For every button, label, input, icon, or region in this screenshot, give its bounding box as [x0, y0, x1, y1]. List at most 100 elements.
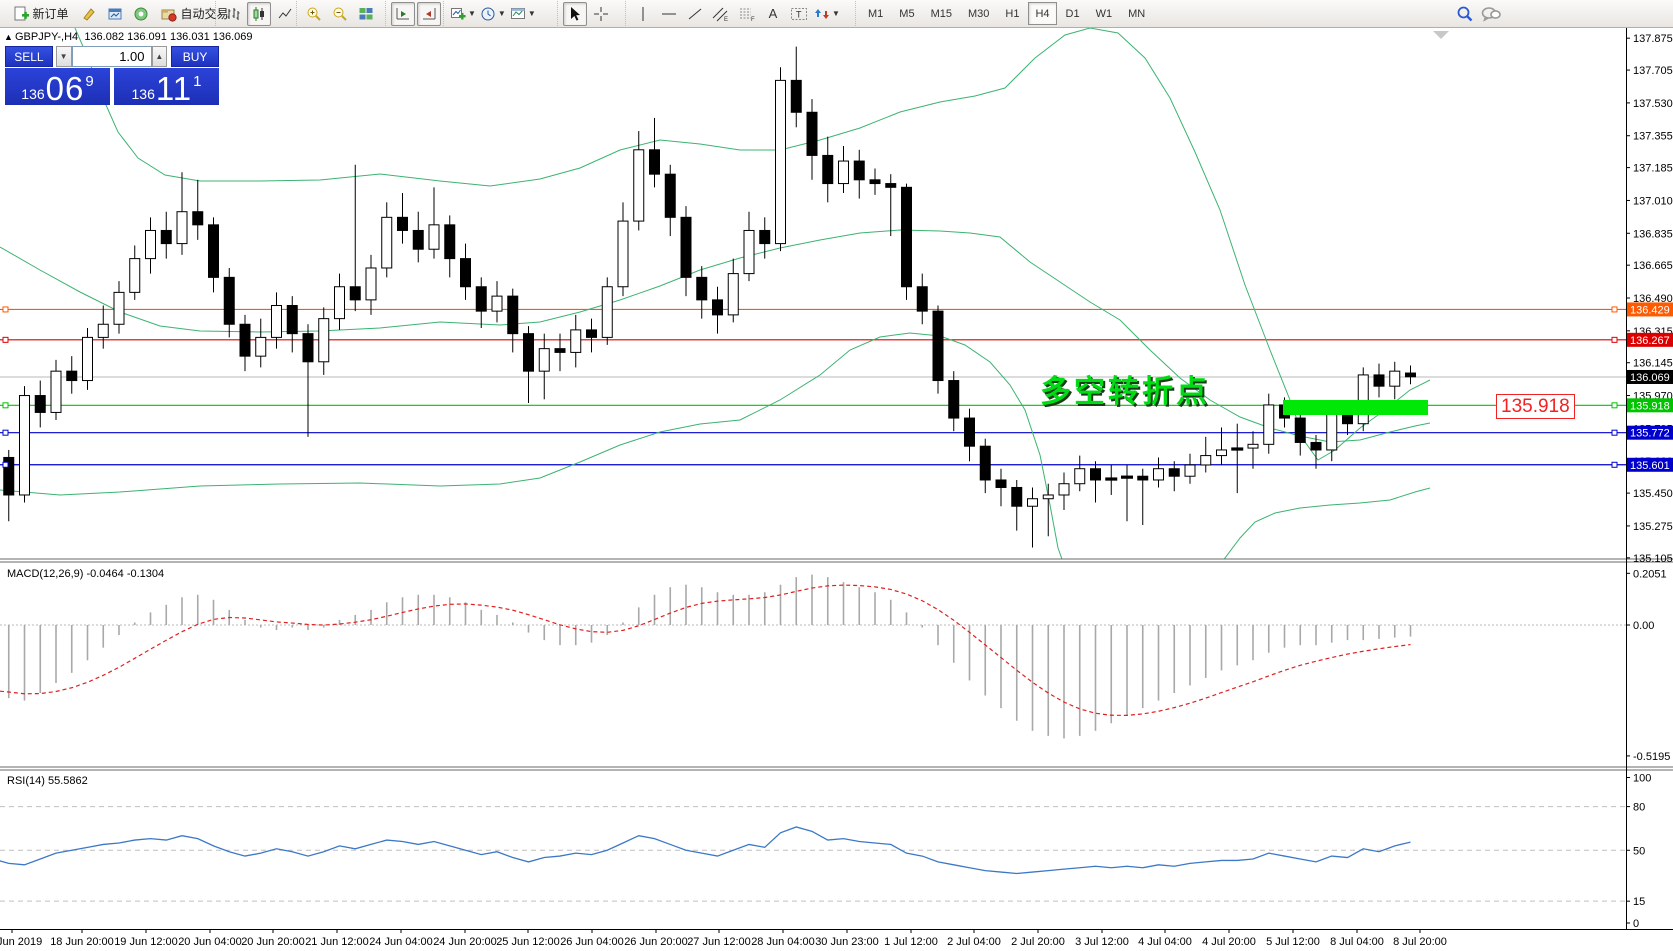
- autotrading-icon: [161, 6, 178, 22]
- sell-price-main: 06: [45, 70, 85, 107]
- indicators-add-icon: [450, 6, 466, 22]
- zoom-in-button[interactable]: [302, 2, 326, 26]
- timeframe-button-d1[interactable]: D1: [1065, 7, 1080, 20]
- new-chart-button[interactable]: [103, 2, 127, 26]
- text-tool-button[interactable]: A: [761, 2, 785, 26]
- tile-windows-button[interactable]: [354, 2, 378, 26]
- rsi-scale-label: 15: [1633, 896, 1645, 908]
- templates-dropdown-arrow[interactable]: ▼: [527, 9, 536, 18]
- line-endpoint-marker[interactable]: [1611, 429, 1618, 436]
- line-endpoint-marker[interactable]: [1611, 336, 1618, 343]
- indicators-dropdown-arrow[interactable]: ▼: [468, 9, 476, 18]
- horizontal-line-tool-button[interactable]: [657, 2, 681, 26]
- trendline-icon: [687, 6, 703, 22]
- periods-button[interactable]: ▼: [479, 2, 507, 26]
- new-order-icon: [13, 6, 30, 22]
- candle-bear: [1310, 441, 1322, 451]
- autotrading-label: 自动交易: [180, 7, 229, 21]
- trendline-tool-button[interactable]: [683, 2, 707, 26]
- symbol-title: GBPJPY-,H4 136.082 136.091 136.031 136.0…: [15, 31, 253, 43]
- candle-bull: [1263, 404, 1275, 445]
- line-endpoint-marker[interactable]: [2, 402, 9, 409]
- candle-bull: [113, 291, 125, 325]
- crosshair-tool-button[interactable]: [589, 2, 613, 26]
- candle-bear: [885, 183, 897, 188]
- search-button[interactable]: [1453, 2, 1477, 26]
- volume-decrease-button[interactable]: ▼: [55, 46, 72, 67]
- buy-price-display[interactable]: 136 11 1: [114, 68, 219, 105]
- svg-text:135.918: 135.918: [1630, 400, 1670, 412]
- panel-collapse-arrow[interactable]: ▲: [4, 32, 13, 42]
- timeframe-button-w1[interactable]: W1: [1095, 7, 1113, 20]
- text-label-tool-button[interactable]: T: [787, 2, 811, 26]
- time-axis-label: 3 Jul 12:00: [1075, 936, 1129, 948]
- indicators-button[interactable]: ▼: [449, 2, 477, 26]
- styler-button[interactable]: [77, 2, 101, 26]
- sell-button[interactable]: SELL: [5, 46, 53, 67]
- sell-price-display[interactable]: 136 06 9: [5, 68, 110, 105]
- timeframe-button-m30[interactable]: M30: [967, 7, 990, 20]
- chart-shift-button[interactable]: [391, 1, 415, 26]
- signals-button[interactable]: [129, 2, 153, 26]
- candle-bull: [145, 229, 156, 260]
- line-endpoint-marker[interactable]: [1611, 306, 1618, 313]
- cursor-tool-button[interactable]: [563, 1, 587, 26]
- line-chart-style-button[interactable]: [273, 2, 297, 26]
- line-endpoint-marker[interactable]: [2, 429, 9, 436]
- line-endpoint-marker[interactable]: [2, 306, 9, 313]
- timeframe-button-m15[interactable]: M15: [930, 7, 952, 20]
- line-endpoint-marker[interactable]: [1611, 402, 1618, 409]
- auto-scroll-icon: [421, 6, 437, 22]
- fibonacci-tool-button[interactable]: F: [735, 2, 759, 26]
- candle-bull: [1326, 411, 1338, 451]
- zoom-out-button[interactable]: [328, 2, 352, 26]
- bar-chart-style-button[interactable]: [221, 2, 245, 26]
- templates-button[interactable]: ▼: [509, 2, 537, 26]
- price-axis-label: 137.705: [1633, 65, 1673, 77]
- price-axis-label: 137.185: [1633, 163, 1673, 175]
- buy-button[interactable]: BUY: [171, 46, 219, 67]
- timeframe-button-m5[interactable]: M5: [899, 7, 915, 20]
- macd-signal-line: [0, 584, 1411, 716]
- sell-price-prefix: 136: [21, 86, 45, 102]
- chart-annotation-text[interactable]: 多空转折点: [1040, 374, 1210, 409]
- chat-button[interactable]: [1479, 2, 1503, 26]
- periods-dropdown-arrow[interactable]: ▼: [497, 9, 506, 18]
- line-endpoint-marker[interactable]: [1611, 461, 1618, 468]
- svg-text:F: F: [751, 17, 755, 22]
- timeframe-button-h4[interactable]: H4: [1028, 2, 1057, 25]
- price-tag-136.069: 136.069: [1627, 369, 1673, 384]
- volume-increase-button[interactable]: ▲: [151, 46, 168, 67]
- line-chart-icon: [277, 6, 293, 22]
- candle-bear: [397, 216, 408, 231]
- arrows-dropdown-arrow[interactable]: ▼: [832, 9, 840, 18]
- candle-bull: [617, 220, 629, 288]
- candle-bull: [1247, 443, 1259, 449]
- autotrading-button[interactable]: 自动交易: [155, 2, 235, 26]
- time-axis-label: 24 Jun 20:00: [433, 936, 497, 948]
- candle-bull: [1216, 449, 1227, 457]
- time-axis-label: 18 Jun 20:00: [50, 936, 114, 948]
- channel-tool-button[interactable]: E: [709, 2, 733, 26]
- auto-scroll-button[interactable]: [417, 1, 441, 26]
- line-endpoint-marker[interactable]: [2, 461, 9, 468]
- candle-bear: [948, 380, 960, 419]
- vertical-line-tool-button[interactable]: [631, 2, 655, 26]
- volume-input[interactable]: [71, 46, 152, 67]
- candlestick-style-button[interactable]: [247, 1, 271, 26]
- candle-bull: [97, 323, 109, 338]
- line-endpoint-marker[interactable]: [2, 336, 9, 343]
- svg-text:135.601: 135.601: [1630, 460, 1670, 472]
- candle-bull: [318, 318, 330, 363]
- green-zone-rectangle[interactable]: [1283, 400, 1428, 415]
- timeframe-button-mn[interactable]: MN: [1128, 7, 1146, 20]
- price-callout-label[interactable]: 135.918: [1496, 394, 1575, 419]
- candle-bear: [554, 348, 566, 353]
- arrows-tool-button[interactable]: ▼: [813, 2, 841, 26]
- chart-shift-marker[interactable]: [1433, 31, 1449, 39]
- rsi-indicator-label: RSI(14) 55.5862: [7, 775, 88, 787]
- new-order-button[interactable]: 新订单: [7, 2, 75, 26]
- timeframe-button-m1[interactable]: M1: [868, 7, 884, 20]
- timeframe-button-h1[interactable]: H1: [1005, 7, 1020, 20]
